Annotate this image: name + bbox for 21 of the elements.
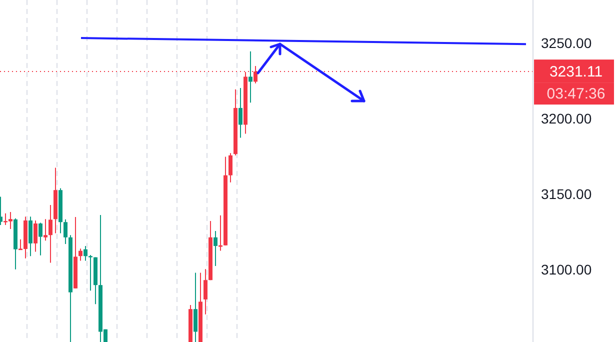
candlestick	[214, 230, 218, 267]
candlestick	[204, 268, 208, 315]
candlestick	[48, 204, 52, 264]
y-tick-label: 3100.00	[541, 261, 592, 278]
y-tick-label: 3200.00	[541, 110, 592, 126]
candlestick	[38, 222, 42, 256]
candlestick	[228, 152, 232, 183]
candlestick	[78, 248, 82, 262]
y-tick-label: 3150.00	[541, 186, 592, 202]
candlestick	[44, 218, 48, 242]
candlestick	[88, 254, 92, 292]
ref-line-label: 3231.11	[549, 64, 603, 81]
candlestick	[248, 50, 252, 104]
candlestick	[34, 220, 38, 252]
y-tick-label: 3250.00	[541, 35, 592, 52]
candlestick	[238, 88, 242, 138]
text: 03:47:36	[546, 86, 606, 103]
candlestick	[84, 245, 88, 262]
candlestick	[28, 216, 32, 257]
candlestick	[64, 218, 68, 245]
candlestick	[194, 272, 198, 342]
